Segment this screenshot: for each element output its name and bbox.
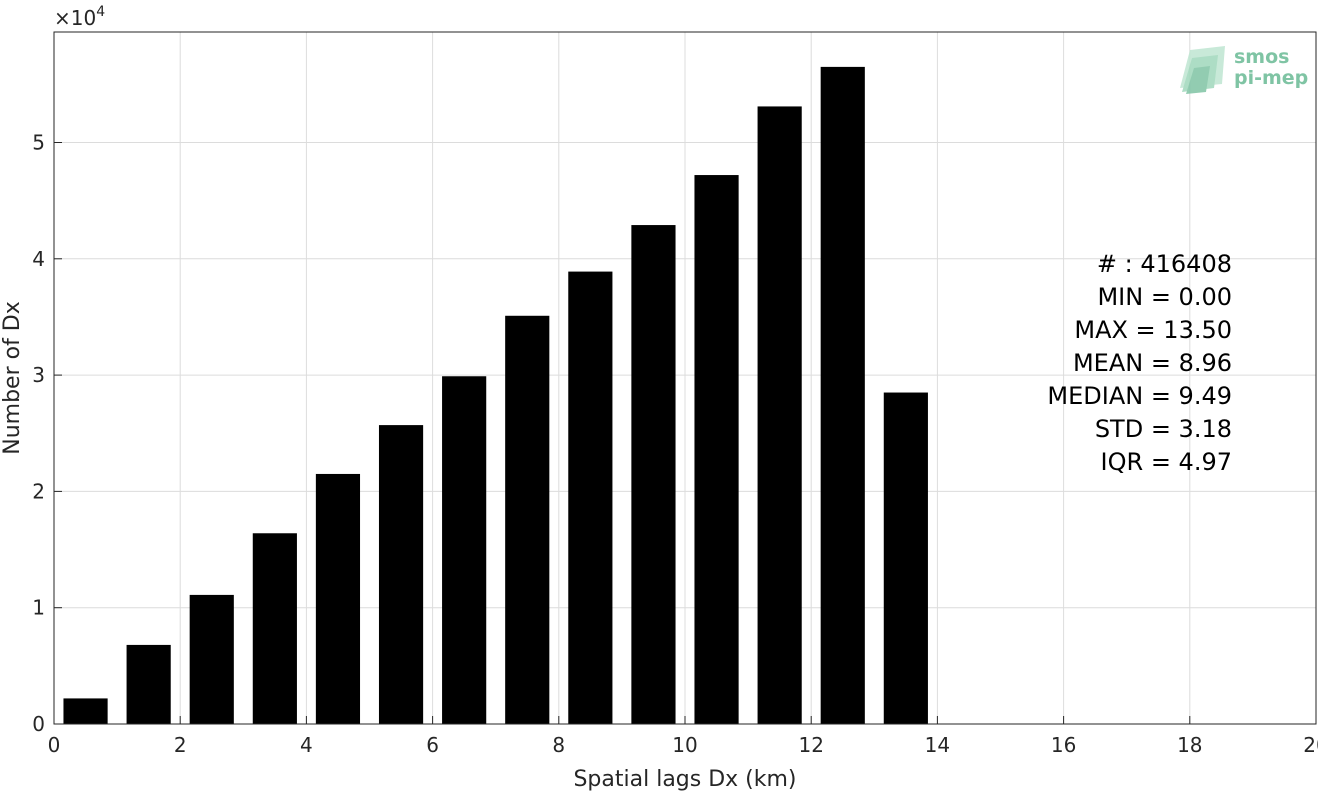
logo-text-pimep: pi-mep bbox=[1234, 67, 1308, 89]
histogram-bar bbox=[126, 644, 171, 724]
histogram-bar bbox=[820, 66, 865, 725]
x-tick-label: 14 bbox=[925, 733, 950, 757]
histogram-bar bbox=[757, 106, 802, 725]
histogram-bar bbox=[442, 376, 487, 724]
x-tick-label: 2 bbox=[174, 733, 187, 757]
logo-mark-icon bbox=[1180, 46, 1225, 94]
y-tick-label: 0 bbox=[32, 712, 45, 736]
grid bbox=[53, 32, 1317, 725]
stat-line: MEAN = 8.96 bbox=[1073, 349, 1232, 377]
logo-text-smos: smos bbox=[1234, 46, 1289, 68]
stat-line: IQR = 4.97 bbox=[1101, 448, 1232, 476]
stat-line: MAX = 13.50 bbox=[1074, 316, 1232, 344]
histogram-bar bbox=[252, 533, 297, 724]
y-tick-labels: 0 1 2 3 4 5 bbox=[32, 130, 45, 736]
x-tick-label: 6 bbox=[426, 733, 439, 757]
x-tick-label: 4 bbox=[300, 733, 313, 757]
histogram-bar bbox=[568, 271, 613, 724]
x-tick-labels: 0 2 4 6 8 10 12 14 16 18 20 bbox=[48, 733, 1318, 757]
histogram-bar bbox=[189, 594, 234, 724]
smos-pimep-logo: smos pi-mep bbox=[1180, 46, 1308, 94]
histogram-bar bbox=[883, 392, 928, 724]
y-tick-label: 5 bbox=[32, 130, 45, 154]
y-tick-label: 2 bbox=[32, 479, 45, 503]
x-tick-label: 16 bbox=[1051, 733, 1076, 757]
histogram-bar bbox=[315, 473, 361, 724]
x-tick-label: 8 bbox=[552, 733, 565, 757]
x-tick-label: 0 bbox=[48, 733, 61, 757]
x-tick-label: 10 bbox=[672, 733, 697, 757]
bars bbox=[63, 66, 928, 725]
stat-line: MIN = 0.00 bbox=[1097, 283, 1232, 311]
y-tick-label: 1 bbox=[32, 596, 45, 620]
histogram-bar bbox=[63, 698, 108, 724]
y-axis-label: Number of Dx bbox=[0, 301, 25, 455]
plot-box bbox=[53, 31, 1317, 725]
y-tick-label: 3 bbox=[32, 363, 45, 387]
histogram-bar bbox=[505, 315, 550, 724]
stat-line: MEDIAN = 9.49 bbox=[1047, 382, 1232, 410]
stat-line: STD = 3.18 bbox=[1095, 415, 1232, 443]
y-tick-label: 4 bbox=[32, 247, 45, 271]
stat-line: # : 416408 bbox=[1097, 250, 1232, 278]
histogram-bar bbox=[694, 175, 739, 724]
x-axis-label: Spatial lags Dx (km) bbox=[573, 767, 796, 792]
stats-box: # : 416408 MIN = 0.00 MAX = 13.50 MEAN = 8.… bbox=[1047, 250, 1232, 476]
x-tick-label: 12 bbox=[798, 733, 823, 757]
y-exponent-label: ×104 bbox=[54, 4, 105, 30]
histogram-bar bbox=[631, 225, 676, 724]
histogram-bar bbox=[378, 425, 424, 724]
x-tick-label: 18 bbox=[1177, 733, 1202, 757]
x-tick-label: 20 bbox=[1303, 733, 1318, 757]
